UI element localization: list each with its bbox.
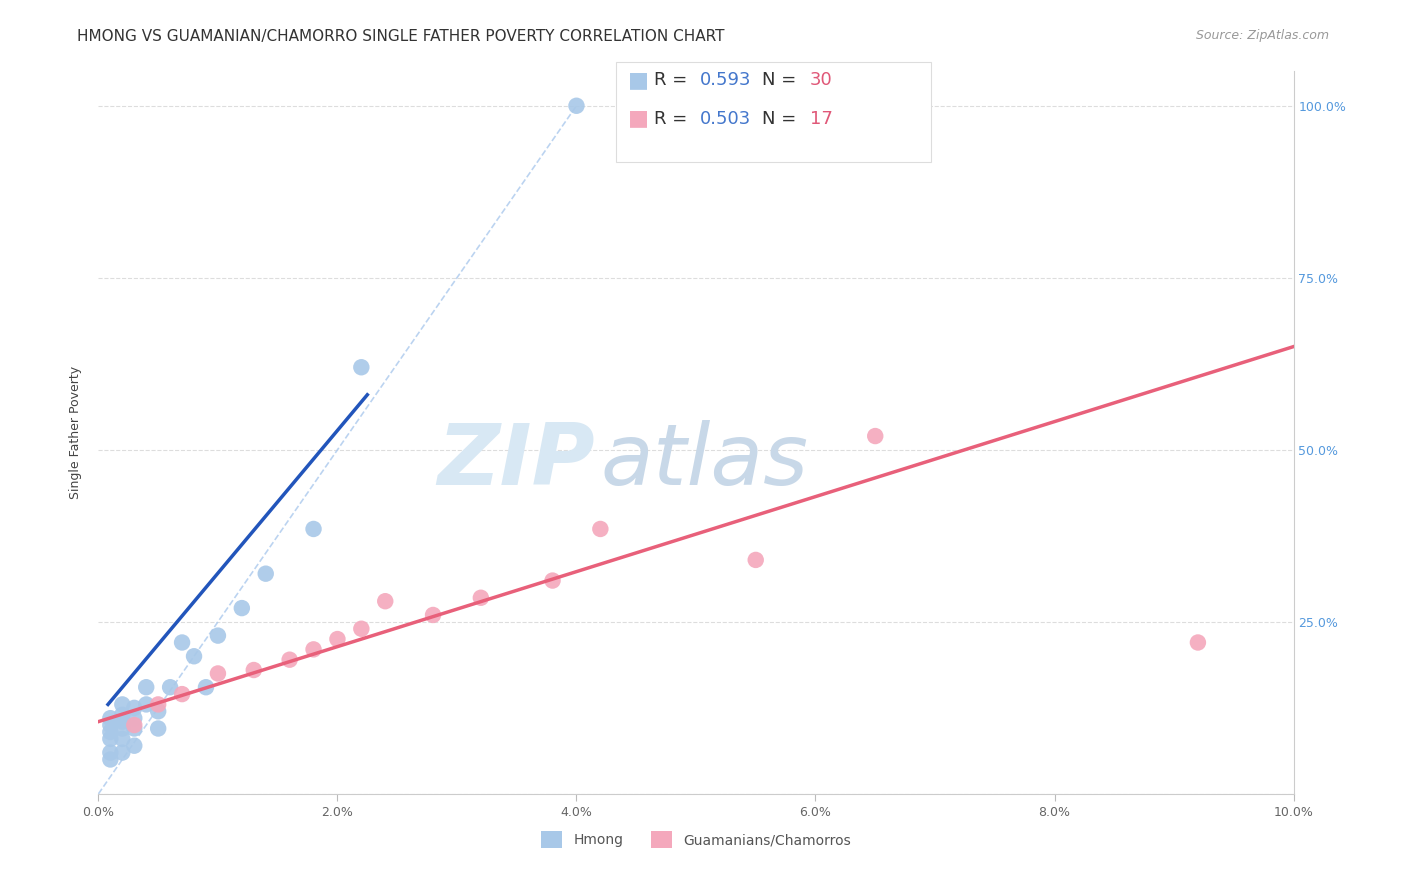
Text: HMONG VS GUAMANIAN/CHAMORRO SINGLE FATHER POVERTY CORRELATION CHART: HMONG VS GUAMANIAN/CHAMORRO SINGLE FATHE… [77,29,725,44]
Point [124,718,146,732]
Point [326,632,349,646]
Point [470,591,492,605]
Text: N =: N = [762,110,801,128]
Point [124,701,146,715]
Y-axis label: Single Father Poverty: Single Father Poverty [69,366,83,500]
Point [111,731,134,746]
Point [111,698,134,712]
Point [231,601,253,615]
Point [98,746,122,760]
Text: 17: 17 [810,110,832,128]
Point [207,629,229,643]
Point [1187,635,1209,649]
Text: ZIP: ZIP [437,420,595,503]
Point [195,680,218,694]
Text: R =: R = [654,71,693,89]
Text: atlas: atlas [600,420,808,503]
Point [745,553,768,567]
Point [565,99,588,113]
Point [350,622,373,636]
Legend: Hmong, Guamanians/Chamorros: Hmong, Guamanians/Chamorros [541,831,851,848]
Point [422,607,444,622]
Point [98,725,122,739]
Point [124,711,146,725]
Point [541,574,564,588]
Point [172,635,194,649]
Point [172,687,194,701]
Point [135,680,157,694]
Point [183,649,205,664]
Point [589,522,612,536]
Point [124,722,146,736]
Text: N =: N = [762,71,801,89]
Point [159,680,181,694]
Point [135,698,157,712]
Point [350,360,373,375]
Point [865,429,887,443]
Point [98,718,122,732]
Point [111,707,134,722]
Text: 30: 30 [810,71,832,89]
Text: R =: R = [654,110,693,128]
Point [207,666,229,681]
Text: 0.503: 0.503 [700,110,751,128]
Point [148,704,170,718]
Point [148,722,170,736]
Text: ■: ■ [628,109,650,128]
Point [124,739,146,753]
Point [278,653,301,667]
Point [98,752,122,766]
Text: 0.593: 0.593 [700,71,752,89]
Point [148,698,170,712]
Point [302,522,325,536]
Point [374,594,396,608]
Text: Source: ZipAtlas.com: Source: ZipAtlas.com [1195,29,1329,42]
Point [111,714,134,729]
Point [111,746,134,760]
Point [111,722,134,736]
Point [243,663,266,677]
Point [302,642,325,657]
Point [98,711,122,725]
Point [254,566,277,581]
Text: ■: ■ [628,70,650,90]
Point [98,731,122,746]
